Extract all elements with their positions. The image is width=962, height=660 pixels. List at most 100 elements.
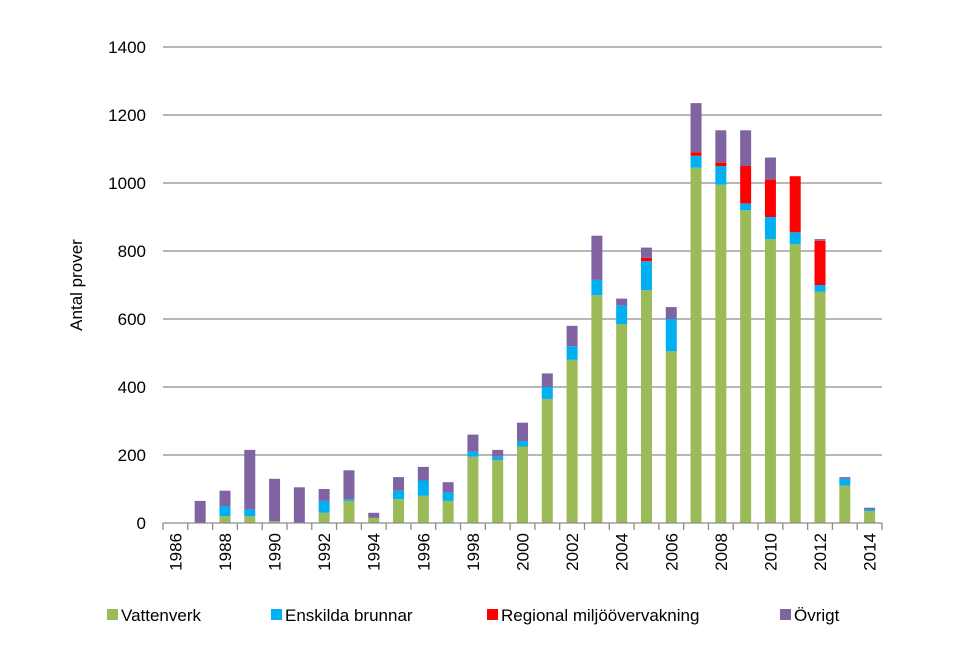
- bar-segment: [740, 203, 752, 211]
- bar-segment: [269, 521, 281, 523]
- bar-segment: [864, 511, 876, 523]
- legend-swatch: [780, 609, 791, 620]
- bar-segment: [219, 506, 231, 517]
- y-tick-label: 0: [137, 514, 146, 533]
- bar-segment: [640, 261, 652, 291]
- bar-segment: [690, 155, 702, 168]
- bar-segment: [343, 470, 355, 500]
- bar-segment: [219, 490, 231, 506]
- bar-segment: [814, 240, 826, 285]
- bar-segment: [194, 500, 206, 523]
- bar-segment: [715, 184, 727, 523]
- bar-segment: [864, 507, 876, 510]
- bar-segment: [764, 157, 776, 180]
- legend-swatch: [487, 609, 498, 620]
- x-tick-label: 1996: [414, 533, 433, 571]
- bar-segment: [715, 166, 727, 185]
- bar-segment: [640, 290, 652, 523]
- bar-segment: [269, 478, 281, 522]
- x-tick-label: 2000: [514, 533, 533, 571]
- bar-segment: [616, 298, 628, 306]
- bar-segment: [343, 500, 355, 523]
- bar-segment: [789, 244, 801, 523]
- axes: 0 200 400 600 800 1000 1200 1400 1986 1988 1990 199…: [108, 38, 883, 571]
- x-tick-label: 1988: [216, 533, 235, 571]
- bar-segment: [393, 477, 405, 491]
- legend-label: Enskilda brunnar: [285, 606, 413, 625]
- x-tick-label: 2006: [662, 533, 681, 571]
- bar-segment: [789, 232, 801, 245]
- gridlines: [163, 46, 882, 456]
- legend: Vattenverk Enskilda brunnar Regional miljö…: [107, 606, 840, 625]
- bar-segment: [343, 499, 355, 501]
- bar-segment: [839, 478, 851, 486]
- bar-segment: [517, 441, 528, 447]
- bar-segment: [393, 499, 405, 523]
- bar-segment: [715, 130, 727, 163]
- bar-segment: [467, 434, 479, 452]
- bar-segment: [665, 307, 677, 319]
- bar-segment: [839, 477, 851, 479]
- bar-segment: [814, 285, 826, 292]
- bar-segment: [318, 500, 330, 513]
- bar-segment: [318, 489, 330, 501]
- bar-segment: [417, 495, 429, 523]
- bar-segment: [715, 162, 727, 166]
- bar-segment: [690, 103, 702, 153]
- bar-segment: [467, 456, 479, 523]
- bar-segment: [393, 490, 405, 500]
- bar-segment: [219, 516, 231, 523]
- bar-segment: [740, 166, 752, 204]
- bar-segment: [814, 239, 826, 241]
- bar-segment: [690, 152, 702, 156]
- x-tick-label: 1994: [365, 533, 384, 571]
- bar-segment: [789, 176, 801, 233]
- bar-segment: [616, 305, 628, 325]
- bar-segment: [244, 449, 256, 510]
- bar-segment: [442, 500, 454, 523]
- bar-segment: [368, 512, 380, 518]
- bar-segment: [764, 239, 776, 523]
- y-tick-label: 1000: [108, 174, 146, 193]
- x-tick-label: 1986: [166, 533, 185, 571]
- bar-segment: [417, 480, 429, 496]
- bar-segment: [640, 247, 652, 258]
- bar-segment: [814, 291, 826, 523]
- x-tick-label: 2012: [811, 533, 830, 571]
- bar-segment: [690, 167, 702, 523]
- x-tick-label: 2008: [712, 533, 731, 571]
- bar-segment: [541, 398, 553, 523]
- bar-segment: [864, 509, 876, 512]
- bar-segment: [492, 456, 504, 461]
- x-tick-label: 1990: [266, 533, 285, 571]
- bar-segment: [492, 460, 504, 523]
- bar-segment: [244, 516, 256, 523]
- bar-segment: [318, 512, 330, 523]
- legend-label: Övrigt: [794, 606, 840, 625]
- y-tick-label: 400: [118, 378, 146, 397]
- bars: [194, 103, 876, 523]
- bar-segment: [566, 346, 578, 360]
- bar-segment: [616, 324, 628, 523]
- x-tick-label: 2014: [861, 533, 880, 571]
- y-tick-label: 1400: [108, 38, 146, 57]
- bar-segment: [442, 492, 454, 501]
- x-tick-label: 2002: [563, 533, 582, 571]
- bar-segment: [368, 517, 380, 523]
- y-tick-label: 800: [118, 242, 146, 261]
- y-tick-label: 200: [118, 446, 146, 465]
- bar-segment: [665, 351, 677, 523]
- bar-segment: [517, 446, 528, 523]
- bar-segment: [293, 487, 305, 523]
- x-tick-label: 1998: [464, 533, 483, 571]
- y-tick-label: 600: [118, 310, 146, 329]
- bar-segment: [244, 509, 256, 517]
- bar-segment: [591, 295, 603, 523]
- bar-segment: [517, 422, 528, 442]
- x-tick-label: 2004: [613, 533, 632, 571]
- legend-swatch: [271, 609, 282, 620]
- bar-segment: [591, 279, 603, 296]
- bar-segment: [541, 387, 553, 399]
